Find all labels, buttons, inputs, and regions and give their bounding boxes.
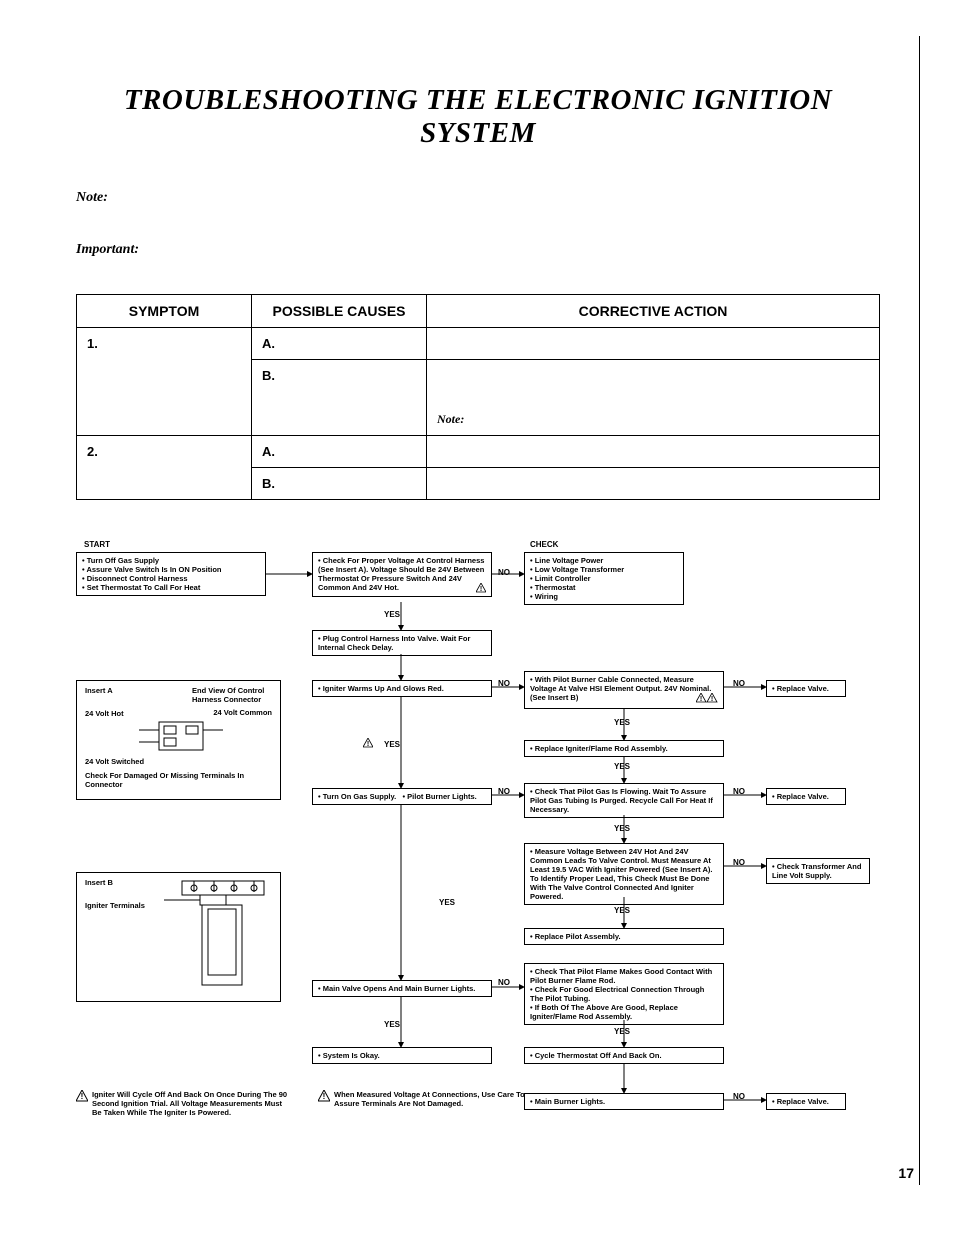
insert-a-sub: Check For Damaged Or Missing Terminals I… [85,772,272,789]
flowchart-arrows [76,540,880,1140]
cause-1a: A. [252,328,427,360]
common-lbl: 24 Volt Common [213,708,272,717]
cause-2a: A. [252,436,427,468]
important-label: Important: [76,242,880,258]
insert-b-terminals: Igniter Terminals [85,902,158,911]
warning-icon: ! [318,1090,330,1117]
page-title: TROUBLESHOOTING THE ELECTRONIC IGNITION … [76,84,880,150]
action-1b: Note: [427,360,880,436]
insert-a-title: Insert A [85,687,113,704]
insert-b: Insert B Igniter Terminals [76,872,281,1002]
flowchart: START Turn Off Gas Supply Assure Valve S… [76,540,880,1160]
footnote-1: Igniter Will Cycle Off And Back On Once … [92,1090,292,1117]
insert-a-endview: End View Of Control Harness Connector [192,687,272,704]
th-action: CORRECTIVE ACTION [427,295,880,328]
note-inline: Note: [437,368,869,427]
symptom-2: 2. [77,436,252,500]
action-2b [427,468,880,500]
page-number: 17 [898,1165,914,1181]
insert-a: Insert A End View Of Control Harness Con… [76,680,281,800]
svg-text:!: ! [323,1092,326,1101]
cause-2b: B. [252,468,427,500]
connector-diagram-icon [129,720,229,756]
svg-text:!: ! [81,1092,84,1101]
cause-1b: B. [252,360,427,436]
th-symptom: SYMPTOM [77,295,252,328]
footnotes: ! Igniter Will Cycle Off And Back On Onc… [76,1090,534,1117]
footnote-2: When Measured Voltage At Connections, Us… [334,1090,534,1117]
th-causes: POSSIBLE CAUSES [252,295,427,328]
insert-b-title: Insert B [85,879,158,888]
action-2a [427,436,880,468]
valve-diagram-icon [164,879,272,989]
action-1a [427,328,880,360]
warning-icon: ! [76,1090,88,1117]
symptom-1: 1. [77,328,252,436]
note-label: Note: [76,190,880,206]
page-border-right [919,36,920,1185]
page-content: TROUBLESHOOTING THE ELECTRONIC IGNITION … [76,84,880,500]
troubleshooting-table: SYMPTOM POSSIBLE CAUSES CORRECTIVE ACTIO… [76,294,880,500]
switched-lbl: 24 Volt Switched [85,758,272,767]
